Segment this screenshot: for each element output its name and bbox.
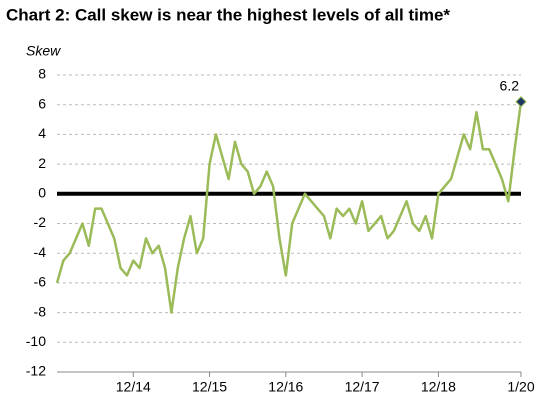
end-marker <box>515 96 527 108</box>
x-tick-label: 12/17 <box>345 379 380 395</box>
y-tick-label: -12 <box>26 363 46 379</box>
y-tick-label: -4 <box>34 244 47 260</box>
y-tick-label: -2 <box>34 214 47 230</box>
y-tick-label: -8 <box>34 303 47 319</box>
y-tick-label: 2 <box>38 155 46 171</box>
x-tick-label: 12/16 <box>268 379 303 395</box>
y-tick-label: 6 <box>38 95 46 111</box>
y-tick-label: 8 <box>38 66 46 82</box>
x-tick-label: 12/14 <box>116 379 151 395</box>
end-label: 6.2 <box>500 77 520 93</box>
x-tick-label: 12/15 <box>192 379 227 395</box>
x-tick-label: 12/18 <box>421 379 456 395</box>
y-axis-label: Skew <box>26 43 61 59</box>
chart-title: Chart 2: Call skew is near the highest l… <box>6 5 450 24</box>
y-tick-label: -10 <box>26 333 46 349</box>
x-tick-label: 1/20 <box>507 379 534 395</box>
series-line <box>55 101 523 314</box>
y-tick-label: -6 <box>34 274 47 290</box>
y-tick-label: 0 <box>38 185 46 201</box>
y-tick-label: 4 <box>38 125 46 141</box>
